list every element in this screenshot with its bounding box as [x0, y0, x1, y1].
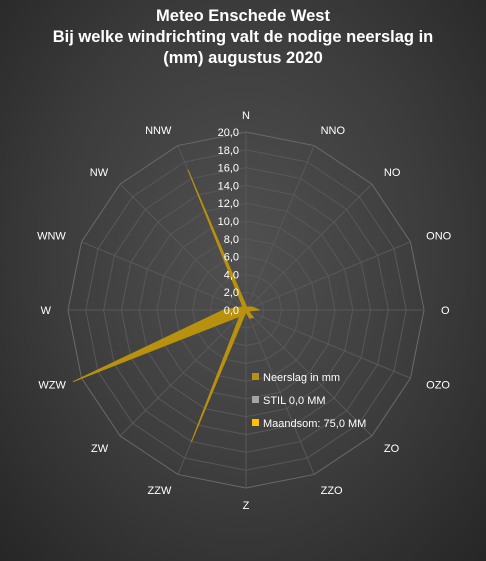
tick-label: 14,0 [218, 180, 239, 192]
chart-title-line-2: Bij welke windrichting valt de nodige ne… [52, 28, 434, 46]
legend-entry: Neerslag in mm [263, 372, 340, 384]
direction-label: NO [384, 167, 401, 179]
chart-title-line-3: (mm) augustus 2020 [163, 49, 323, 67]
grid-spoke [245, 241, 411, 311]
legend-swatch [252, 396, 259, 403]
radar-direction-labels: N NNO NO ONO O OZO ZO ZZO Z ZZW ZW WZW W WNW NW NNW [37, 110, 452, 512]
direction-label: ZZW [148, 485, 172, 497]
legend-entry: Maandsom: 75,0 MM [263, 418, 366, 430]
direction-label: ZW [91, 443, 109, 455]
direction-label: W [41, 305, 52, 317]
radar-tick-labels: 0,0 2,0 4,0 6,0 8,0 10,0 12,0 14,0 16,0 18,0 20,0 [218, 127, 239, 317]
chart-title: Meteo Enschede West Bij welke windrichti… [0, 6, 486, 69]
direction-label: N [242, 110, 250, 122]
direction-label: ZO [384, 443, 400, 455]
grid-spoke [81, 241, 247, 311]
tick-label: 18,0 [218, 145, 239, 157]
tick-label: 10,0 [218, 216, 239, 228]
direction-label: ONO [426, 230, 452, 242]
direction-label: WZW [38, 380, 66, 392]
direction-label: Z [243, 500, 250, 512]
chart-title-line-1: Meteo Enschede West [156, 7, 330, 25]
grid-spoke [119, 183, 247, 311]
legend-swatch [252, 373, 259, 380]
tick-label: 12,0 [218, 198, 239, 210]
direction-label: NNO [321, 125, 346, 137]
tick-label: 8,0 [224, 234, 239, 246]
legend-swatch [252, 419, 259, 426]
chart-legend: Neerslag in mm STIL 0,0 MM Maandsom: 75,0 … [252, 372, 366, 430]
series-area [72, 169, 260, 443]
direction-label: O [441, 305, 450, 317]
grid-spoke [245, 309, 373, 437]
tick-label: 2,0 [224, 287, 239, 299]
legend-entry: STIL 0,0 MM [263, 395, 326, 407]
grid-spoke [245, 309, 411, 379]
direction-label: OZO [426, 380, 450, 392]
tick-label: 16,0 [218, 163, 239, 175]
radar-series [72, 169, 260, 443]
tick-label: 4,0 [224, 269, 239, 281]
grid-spoke [119, 309, 247, 437]
direction-label: WNW [37, 230, 66, 242]
grid-spoke [245, 309, 315, 475]
grid-spoke [245, 145, 315, 311]
direction-label: NW [90, 167, 109, 179]
tick-label: 0,0 [224, 305, 239, 317]
grid-spoke [245, 183, 373, 311]
direction-label: ZZO [321, 485, 343, 497]
direction-label: NNW [145, 125, 172, 137]
tick-label: 6,0 [224, 252, 239, 264]
tick-label: 20,0 [218, 127, 239, 139]
